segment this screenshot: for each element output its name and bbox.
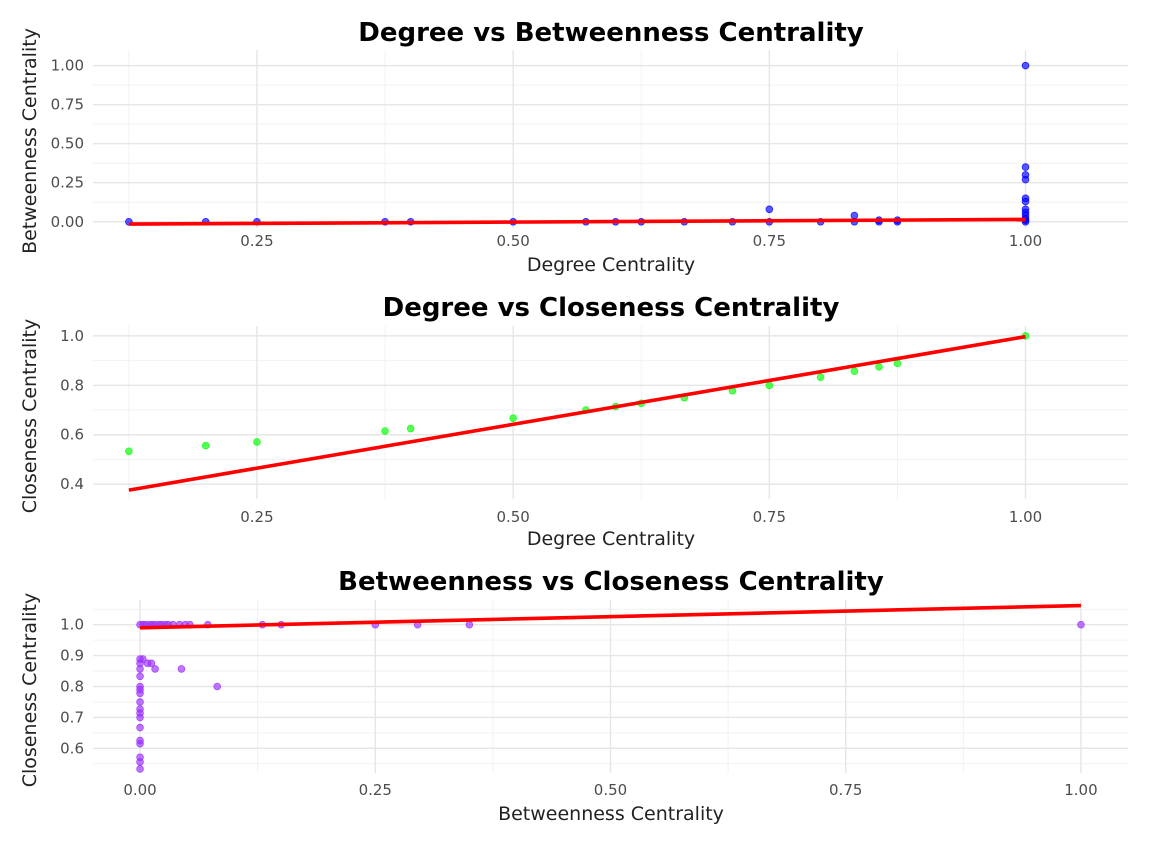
y-tick-label: 0.8: [60, 678, 84, 696]
x-tick-label: 0.75: [829, 781, 862, 799]
x-tick-label: 0.75: [753, 508, 786, 526]
x-axis-label: Degree Centrality: [527, 254, 695, 276]
y-tick-label: 0.8: [60, 376, 84, 394]
y-tick-label: 1.00: [51, 57, 84, 75]
x-tick-label: 1.00: [1064, 781, 1097, 799]
data-point: [136, 723, 144, 732]
data-point: [1077, 620, 1085, 629]
data-point: [151, 665, 159, 673]
data-point: [1021, 163, 1030, 171]
y-tick-label: 0.25: [51, 174, 84, 192]
data-point: [136, 739, 144, 748]
x-tick-label: 0.50: [496, 232, 529, 250]
data-point: [850, 211, 859, 220]
data-point: [177, 665, 186, 673]
data-point: [381, 427, 389, 435]
data-point: [125, 447, 133, 456]
data-point: [893, 359, 902, 368]
panel-degree-vs-betweenness: Degree vs Betweenness Centrality Degree …: [19, 18, 1128, 276]
data-point: [253, 438, 261, 446]
data-point: [136, 698, 144, 706]
data-point: [136, 665, 144, 673]
data-point: [136, 672, 144, 681]
y-tick-label: 0.50: [51, 135, 84, 153]
data-point: [1021, 61, 1030, 70]
panel-betweenness-vs-closeness: Betweenness vs Closeness Centrality Betw…: [19, 567, 1128, 825]
trend-line: [128, 334, 1026, 492]
y-tick-label: 0.75: [51, 96, 84, 114]
data-point: [1021, 175, 1030, 184]
y-tick-label: 0.7: [60, 708, 84, 726]
x-tick-label: 0.50: [594, 781, 627, 799]
data-point: [201, 441, 210, 450]
grid: [93, 50, 1128, 228]
data-point: [850, 367, 859, 376]
data-point: [1021, 197, 1030, 206]
y-axis-label: Closeness Centrality: [19, 319, 41, 513]
data-point: [875, 362, 883, 371]
y-tick-label: 0.6: [60, 739, 84, 757]
y-tick-label: 0.9: [60, 647, 84, 665]
data-points: [125, 332, 1030, 456]
y-axis-label: Closeness Centrality: [19, 593, 41, 787]
data-point: [406, 424, 415, 433]
x-tick-label: 0.25: [240, 232, 273, 250]
data-point: [465, 620, 474, 629]
y-tick-label: 0.00: [51, 213, 84, 231]
data-point: [136, 765, 144, 773]
data-point: [213, 682, 222, 691]
x-tick-label: 1.00: [1009, 508, 1042, 526]
data-point: [136, 758, 144, 766]
x-tick-label: 0.00: [123, 781, 156, 799]
y-tick-label: 1.0: [60, 327, 84, 345]
x-tick-label: 0.75: [753, 232, 786, 250]
data-point: [816, 373, 825, 381]
x-tick-label: 0.25: [359, 781, 392, 799]
data-point: [765, 205, 774, 214]
x-tick-label: 1.00: [1009, 232, 1042, 250]
data-point: [509, 414, 517, 422]
chart-title: Degree vs Betweenness Centrality: [358, 18, 864, 48]
x-tick-label: 0.25: [240, 508, 273, 526]
grid: [93, 326, 1128, 499]
y-axis-label: Betweenness Centrality: [19, 28, 41, 254]
y-tick-label: 0.6: [60, 426, 84, 444]
chart-title: Betweenness vs Closeness Centrality: [338, 567, 884, 597]
chart-title: Degree vs Closeness Centrality: [383, 293, 840, 323]
x-axis-label: Degree Centrality: [527, 528, 695, 550]
data-point: [136, 689, 144, 698]
trend-line: [140, 603, 1081, 630]
data-point: [765, 381, 774, 390]
x-tick-label: 0.50: [496, 508, 529, 526]
y-tick-label: 0.4: [60, 475, 84, 493]
trend-line: [128, 217, 1026, 226]
data-point: [147, 659, 156, 668]
data-point: [136, 713, 144, 722]
y-tick-label: 1.0: [60, 616, 84, 634]
panel-degree-vs-closeness: Degree vs Closeness Centrality Degree Ce…: [19, 293, 1128, 550]
x-axis-label: Betweenness Centrality: [498, 803, 724, 825]
